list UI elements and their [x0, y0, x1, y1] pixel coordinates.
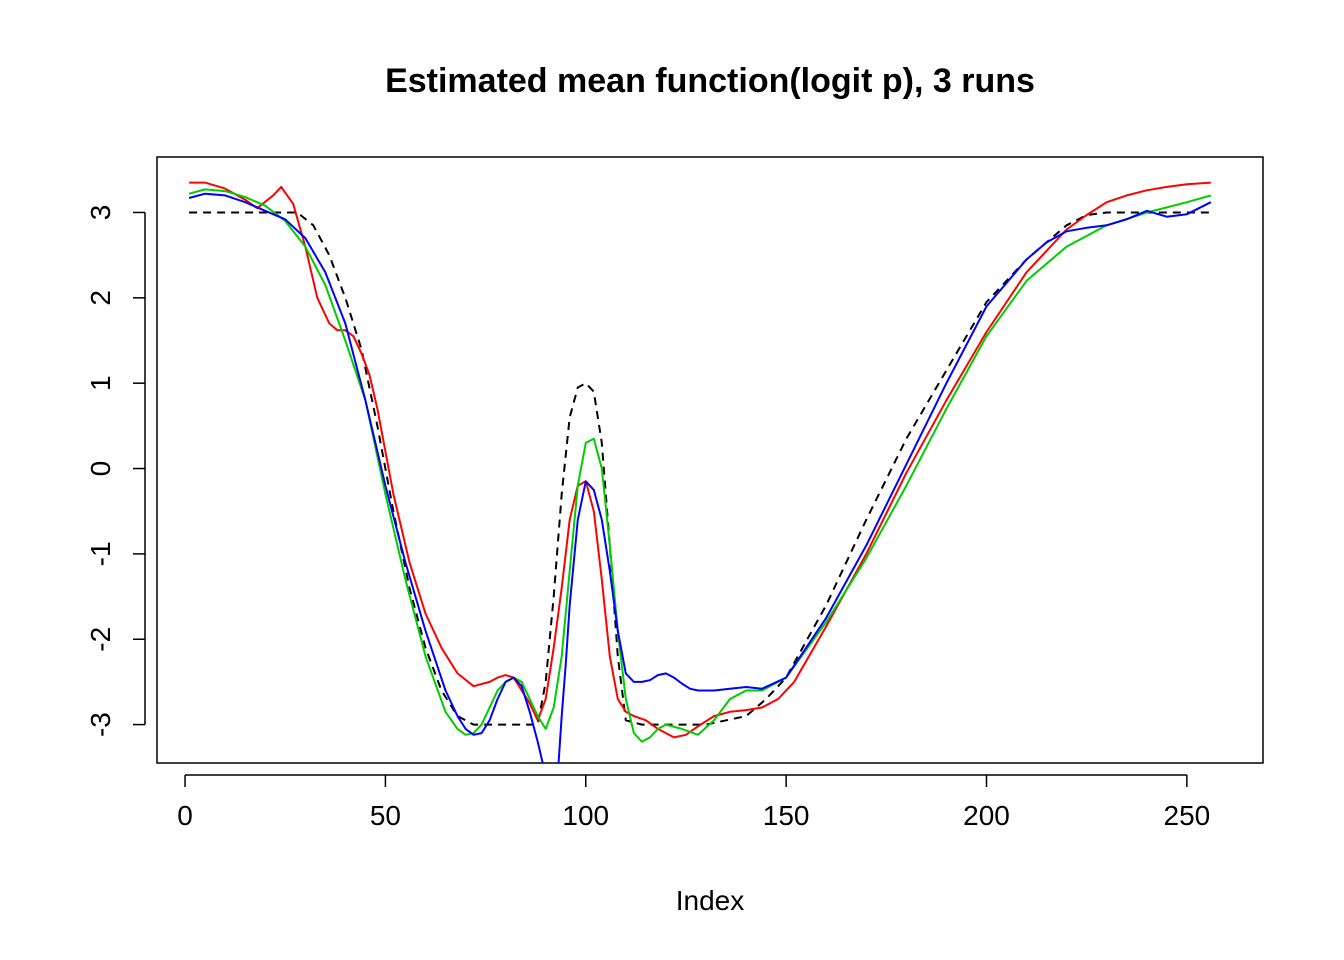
y-axis: -3 -2 -1 0 1 2 3 — [85, 205, 146, 737]
chart-title: Estimated mean function(logit p), 3 runs — [385, 62, 1035, 100]
x-tick-label: 50 — [370, 800, 401, 831]
y-tick-label: -1 — [85, 541, 116, 566]
series-line-2 — [189, 181, 1211, 739]
y-tick-label: 0 — [85, 461, 116, 477]
series-line-1 — [189, 211, 1211, 726]
y-tick-label: 1 — [85, 375, 116, 391]
series-line-4 — [188, 192, 1212, 763]
y-tick-label: 2 — [85, 290, 116, 306]
x-tick-label: 0 — [177, 800, 193, 831]
x-axis: 0 50 100 150 200 250 — [177, 774, 1211, 831]
x-tick-label: 100 — [562, 800, 609, 831]
series-layer — [188, 181, 1212, 763]
y-tick-label: -3 — [85, 712, 116, 737]
x-tick-label: 200 — [963, 800, 1010, 831]
x-tick-label: 150 — [763, 800, 810, 831]
x-axis-label: Index — [676, 885, 745, 916]
y-tick-label: 3 — [85, 205, 116, 221]
x-tick-label: 250 — [1164, 800, 1211, 831]
y-tick-label: -2 — [85, 627, 116, 652]
series-line-3 — [188, 188, 1212, 743]
plot-frame — [156, 156, 1264, 764]
